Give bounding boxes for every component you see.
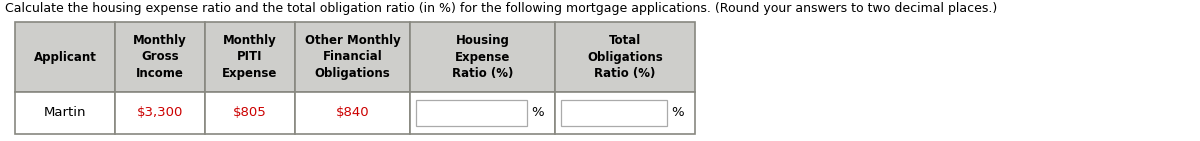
Bar: [205, 22, 295, 92]
Text: Monthly
PITI
Expense: Monthly PITI Expense: [222, 34, 277, 80]
Text: %: %: [672, 106, 684, 120]
Bar: [416, 100, 527, 126]
Text: Applicant: Applicant: [34, 50, 96, 63]
Bar: [295, 92, 410, 134]
Bar: [410, 92, 554, 134]
Bar: [562, 100, 667, 126]
Bar: [205, 92, 295, 134]
Text: Other Monthly
Financial
Obligations: Other Monthly Financial Obligations: [305, 34, 401, 80]
Text: Calculate the housing expense ratio and the total obligation ratio (in %) for th: Calculate the housing expense ratio and …: [5, 2, 997, 15]
Bar: [115, 92, 205, 134]
Bar: [115, 22, 205, 92]
Bar: [295, 22, 410, 92]
Text: %: %: [532, 106, 545, 120]
Text: $840: $840: [336, 106, 370, 120]
Bar: [14, 92, 115, 134]
Text: $805: $805: [233, 106, 266, 120]
Bar: [554, 22, 695, 92]
Text: $3,300: $3,300: [137, 106, 184, 120]
Bar: [14, 22, 115, 92]
Bar: [554, 92, 695, 134]
Text: Monthly
Gross
Income: Monthly Gross Income: [133, 34, 187, 80]
Text: Housing
Expense
Ratio (%): Housing Expense Ratio (%): [452, 34, 514, 80]
Bar: [410, 22, 554, 92]
Text: Total
Obligations
Ratio (%): Total Obligations Ratio (%): [587, 34, 662, 80]
Text: Martin: Martin: [43, 106, 86, 120]
